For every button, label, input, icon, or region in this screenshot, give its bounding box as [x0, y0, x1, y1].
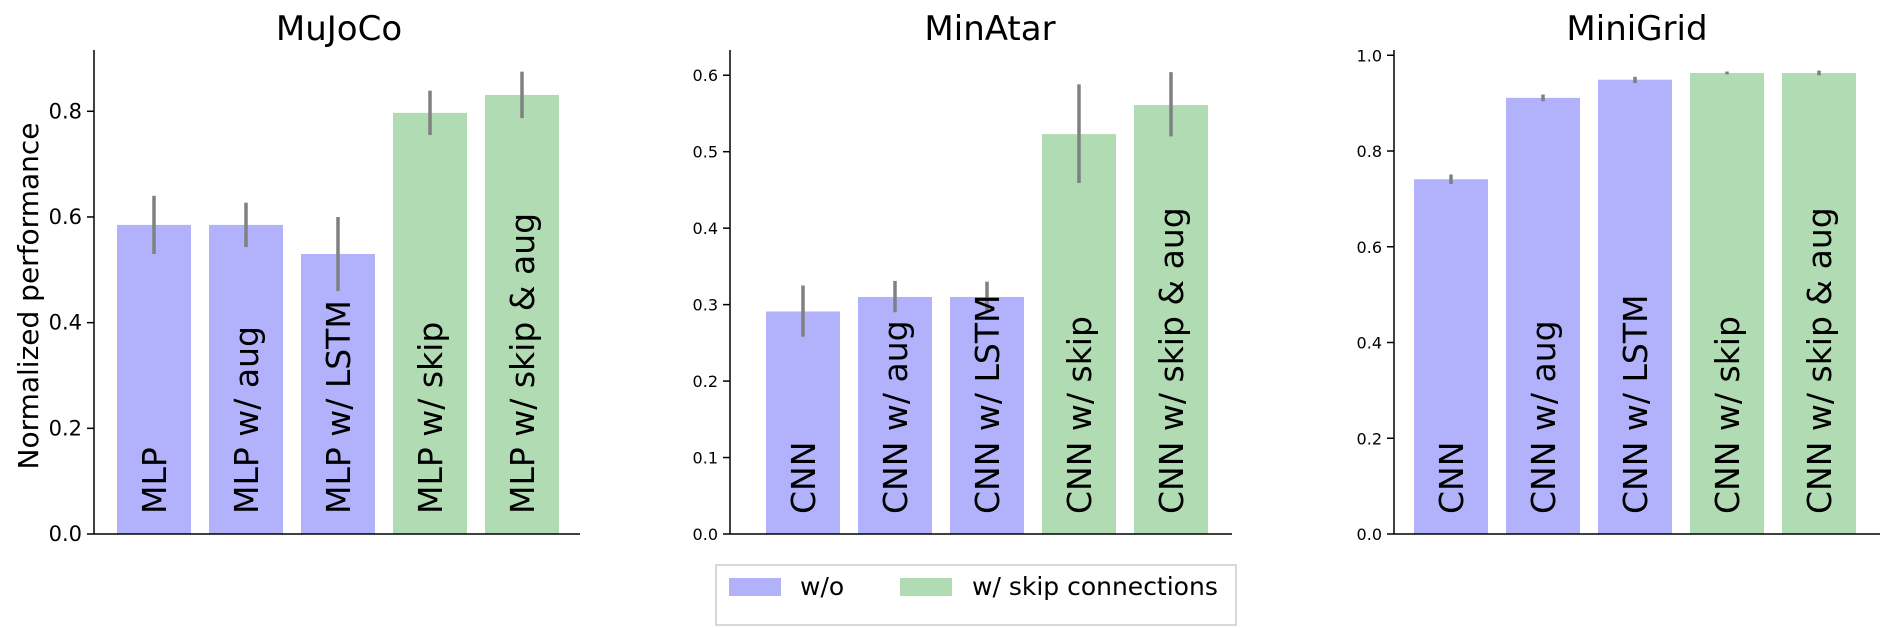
bar: [950, 296, 1024, 534]
bars: MLP MLP w/ aug MLP w/ LSTM MLP w/ skip MLP w…: [117, 71, 559, 535]
y-tick-label: 0.0: [693, 525, 718, 544]
y-tick-label: 0.4: [693, 219, 718, 238]
bar-label: MLP: [135, 447, 174, 514]
bar: [1690, 72, 1764, 535]
legend-label-without: w/o: [800, 572, 844, 601]
y-tick-label: 0.0: [49, 522, 82, 546]
y-tick-label: 0.6: [49, 205, 82, 229]
panel-minigrid: MiniGrid CNN CNN w/ aug CNN w/ LSTM CNN w/ …: [1357, 9, 1880, 544]
bar: [393, 112, 467, 534]
bar-label: MLP w/ skip: [411, 322, 450, 514]
legend-swatch-without: [729, 578, 781, 596]
y-tick-label: 0.8: [49, 99, 82, 123]
legend-label-skip: w/ skip connections: [972, 572, 1218, 601]
y-tick-label: 0.2: [49, 416, 82, 440]
bar: [485, 94, 559, 535]
bar-label: CNN: [784, 442, 823, 514]
y-ticks: 0.0 0.2 0.4 0.6 0.8 1.0: [1357, 46, 1394, 544]
y-tick-label: 0.6: [1357, 238, 1382, 257]
bars: CNN CNN w/ aug CNN w/ LSTM CNN w/ skip CNN w…: [1414, 70, 1856, 535]
bar-label: MLP w/ LSTM: [319, 300, 358, 514]
bar: [1506, 97, 1580, 535]
bar-label: CNN w/ skip: [1708, 316, 1747, 514]
bar: [1414, 179, 1488, 534]
bar-label: CNN w/ LSTM: [968, 295, 1007, 514]
bar: [1598, 79, 1672, 534]
y-ticks: 0.0 0.1 0.2 0.3 0.4 0.5 0.6: [693, 66, 730, 544]
bar-label: CNN w/ skip & aug: [1800, 207, 1839, 514]
legend-swatch-skip: [900, 578, 952, 596]
bar: [301, 253, 375, 534]
bar-label: CNN: [1432, 442, 1471, 514]
bar-label: MLP w/ aug: [227, 326, 266, 514]
panel-mujoco: MuJoCo MLP MLP w/ aug MLP w/ LSTM MLP w/ sk…: [49, 9, 580, 546]
y-tick-label: 0.4: [1357, 334, 1382, 353]
y-axis-label: Normalized performance: [12, 122, 45, 469]
bar: [117, 224, 191, 534]
y-tick-label: 0.1: [693, 449, 718, 468]
y-tick-label: 0.5: [693, 143, 718, 162]
panel-minatar: MinAtar CNN CNN w/ aug CNN w/ LSTM CNN w/ s…: [693, 9, 1232, 544]
bar: [766, 311, 840, 534]
y-tick-label: 0.0: [1357, 525, 1382, 544]
y-tick-label: 0.2: [693, 372, 718, 391]
bar-label: CNN w/ aug: [1524, 320, 1563, 514]
bar-label: MLP w/ skip & aug: [503, 213, 542, 514]
panel-title: MinAtar: [924, 9, 1055, 49]
bar: [858, 296, 932, 534]
y-tick-label: 0.4: [49, 311, 82, 335]
bar: [1042, 134, 1116, 534]
y-tick-label: 0.8: [1357, 142, 1382, 161]
y-tick-label: 1.0: [1357, 46, 1382, 65]
bar: [1134, 105, 1208, 535]
bar: [209, 224, 283, 534]
legend-frame: [715, 564, 1237, 626]
bar-label: CNN w/ aug: [876, 320, 915, 514]
bar: [1782, 72, 1856, 535]
bar-label: CNN w/ skip: [1060, 316, 1099, 514]
y-ticks: 0.0 0.2 0.4 0.6 0.8: [49, 99, 94, 546]
bar-label: CNN w/ skip & aug: [1152, 207, 1191, 514]
y-tick-label: 0.3: [693, 296, 718, 315]
y-tick-label: 0.6: [693, 66, 718, 85]
legend: w/o w/ skip connections: [715, 564, 1237, 626]
panel-title: MuJoCo: [276, 9, 402, 49]
bars: CNN CNN w/ aug CNN w/ LSTM CNN w/ skip CNN w…: [766, 72, 1208, 535]
panel-title: MiniGrid: [1566, 9, 1707, 49]
bar-label: CNN w/ LSTM: [1616, 295, 1655, 514]
y-tick-label: 0.2: [1357, 429, 1382, 448]
